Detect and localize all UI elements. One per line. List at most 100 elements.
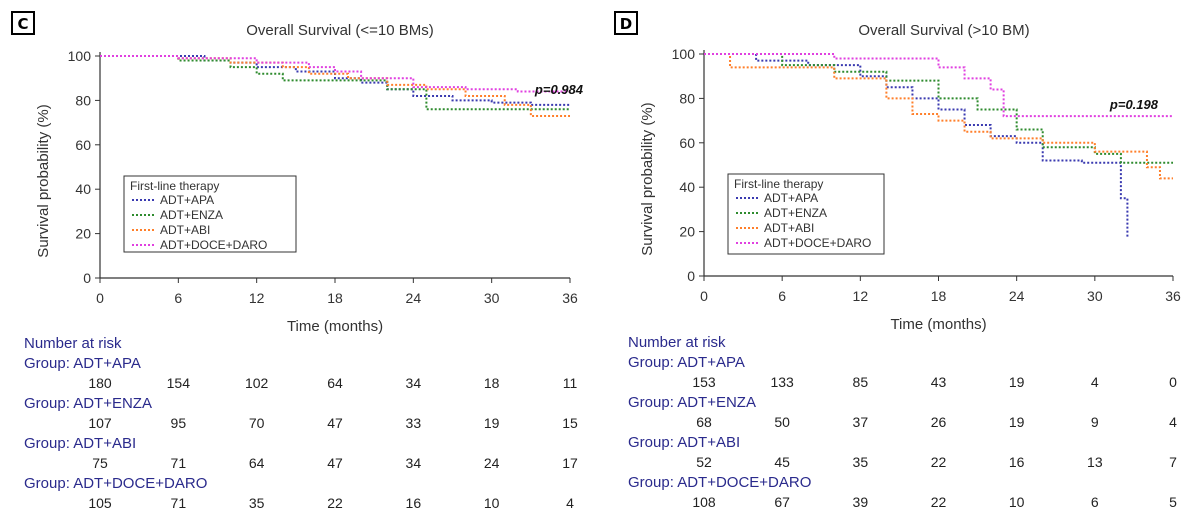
survival-curve-adt-doce-daro bbox=[704, 53, 1173, 118]
risk-count: 34 bbox=[406, 375, 422, 391]
y-tick-label: 60 bbox=[75, 137, 91, 153]
x-tick-label: 30 bbox=[484, 290, 500, 306]
x-axis-label: Time (months) bbox=[890, 316, 986, 333]
y-tick-label: 0 bbox=[687, 268, 695, 284]
y-tick-label: 100 bbox=[68, 48, 92, 64]
risk-count: 180 bbox=[88, 375, 112, 391]
x-axis-label: Time (months) bbox=[287, 318, 383, 335]
legend-label: ADT+ABI bbox=[160, 223, 210, 237]
chart-title: Overall Survival (<=10 BMs) bbox=[246, 22, 434, 39]
risk-count: 37 bbox=[853, 414, 869, 430]
risk-count: 33 bbox=[406, 415, 422, 431]
x-tick-label: 12 bbox=[249, 290, 265, 306]
risk-count: 75 bbox=[92, 455, 108, 471]
risk-count: 45 bbox=[774, 454, 790, 470]
x-tick-label: 24 bbox=[406, 290, 422, 306]
risk-count: 64 bbox=[249, 455, 265, 471]
legend-label: ADT+ENZA bbox=[160, 208, 223, 222]
risk-count: 71 bbox=[171, 455, 187, 471]
x-tick-label: 12 bbox=[853, 288, 869, 304]
risk-count: 26 bbox=[931, 414, 947, 430]
risk-count: 34 bbox=[406, 455, 422, 471]
risk-count: 70 bbox=[249, 415, 265, 431]
risk-count: 133 bbox=[770, 374, 794, 390]
risk-count: 105 bbox=[88, 495, 112, 511]
risk-count: 107 bbox=[88, 415, 112, 431]
risk-group-label: Group: ADT+DOCE+DARO bbox=[628, 474, 811, 491]
y-tick-label: 40 bbox=[679, 179, 695, 195]
risk-count: 39 bbox=[853, 494, 869, 510]
risk-count: 10 bbox=[484, 495, 500, 511]
risk-count: 6 bbox=[1091, 494, 1099, 510]
y-tick-label: 80 bbox=[679, 90, 695, 106]
risk-count: 68 bbox=[696, 414, 712, 430]
risk-count: 35 bbox=[249, 495, 265, 511]
risk-count: 19 bbox=[1009, 374, 1025, 390]
risk-count: 22 bbox=[327, 495, 343, 511]
risk-count: 35 bbox=[853, 454, 869, 470]
risk-count: 47 bbox=[327, 455, 343, 471]
risk-count: 16 bbox=[1009, 454, 1025, 470]
risk-count: 17 bbox=[562, 455, 578, 471]
y-tick-label: 40 bbox=[75, 181, 91, 197]
risk-count: 4 bbox=[1091, 374, 1099, 390]
panel-letter-box bbox=[11, 11, 35, 35]
y-axis-label: Survival probability (%) bbox=[35, 104, 52, 257]
risk-group-label: Group: ADT+ENZA bbox=[628, 394, 756, 411]
risk-count: 13 bbox=[1087, 454, 1103, 470]
risk-group-label: Group: ADT+APA bbox=[24, 355, 141, 372]
risk-count: 10 bbox=[1009, 494, 1025, 510]
legend-title: First-line therapy bbox=[734, 177, 823, 191]
panel-letter-box bbox=[614, 11, 638, 35]
risk-count: 5 bbox=[1169, 494, 1177, 510]
risk-count: 19 bbox=[484, 415, 500, 431]
risk-group-label: Group: ADT+ENZA bbox=[24, 395, 152, 412]
risk-count: 15 bbox=[562, 415, 578, 431]
x-tick-label: 18 bbox=[327, 290, 343, 306]
x-tick-label: 6 bbox=[174, 290, 182, 306]
x-tick-label: 30 bbox=[1087, 288, 1103, 304]
risk-count: 24 bbox=[484, 455, 500, 471]
risk-count: 4 bbox=[566, 495, 574, 511]
legend-label: ADT+DOCE+DARO bbox=[160, 238, 267, 252]
y-axis-label: Survival probability (%) bbox=[639, 102, 656, 255]
risk-table-heading: Number at risk bbox=[628, 334, 726, 351]
risk-count: 22 bbox=[931, 454, 947, 470]
risk-group-label: Group: ADT+DOCE+DARO bbox=[24, 475, 207, 492]
risk-count: 43 bbox=[931, 374, 947, 390]
risk-count: 102 bbox=[245, 375, 269, 391]
legend-label: ADT+ENZA bbox=[764, 206, 827, 220]
risk-group-label: Group: ADT+APA bbox=[628, 354, 745, 371]
risk-count: 4 bbox=[1169, 414, 1177, 430]
risk-table-heading: Number at risk bbox=[24, 335, 122, 352]
y-tick-label: 80 bbox=[75, 92, 91, 108]
risk-count: 67 bbox=[774, 494, 790, 510]
risk-count: 154 bbox=[167, 375, 191, 391]
y-tick-label: 60 bbox=[679, 135, 695, 151]
chart-title: Overall Survival (>10 BM) bbox=[858, 22, 1029, 39]
risk-count: 71 bbox=[171, 495, 187, 511]
risk-count: 153 bbox=[692, 374, 716, 390]
risk-group-label: Group: ADT+ABI bbox=[628, 434, 740, 451]
y-tick-label: 20 bbox=[679, 224, 695, 240]
risk-count: 9 bbox=[1091, 414, 1099, 430]
risk-count: 47 bbox=[327, 415, 343, 431]
risk-count: 108 bbox=[692, 494, 716, 510]
survival-curve-adt-doce-daro bbox=[100, 55, 570, 93]
x-tick-label: 18 bbox=[931, 288, 947, 304]
survival-curve-adt-abi bbox=[100, 55, 570, 117]
risk-count: 52 bbox=[696, 454, 712, 470]
risk-count: 64 bbox=[327, 375, 343, 391]
risk-count: 18 bbox=[484, 375, 500, 391]
legend-label: ADT+APA bbox=[160, 193, 214, 207]
p-value-annotation: p=0.984 bbox=[534, 82, 584, 97]
legend-label: ADT+ABI bbox=[764, 221, 814, 235]
survival-curve-adt-enza bbox=[704, 53, 1173, 164]
legend-title: First-line therapy bbox=[130, 179, 219, 193]
legend-label: ADT+DOCE+DARO bbox=[764, 236, 871, 250]
risk-group-label: Group: ADT+ABI bbox=[24, 435, 136, 452]
risk-count: 85 bbox=[853, 374, 869, 390]
y-tick-label: 0 bbox=[83, 270, 91, 286]
x-tick-label: 0 bbox=[700, 288, 708, 304]
